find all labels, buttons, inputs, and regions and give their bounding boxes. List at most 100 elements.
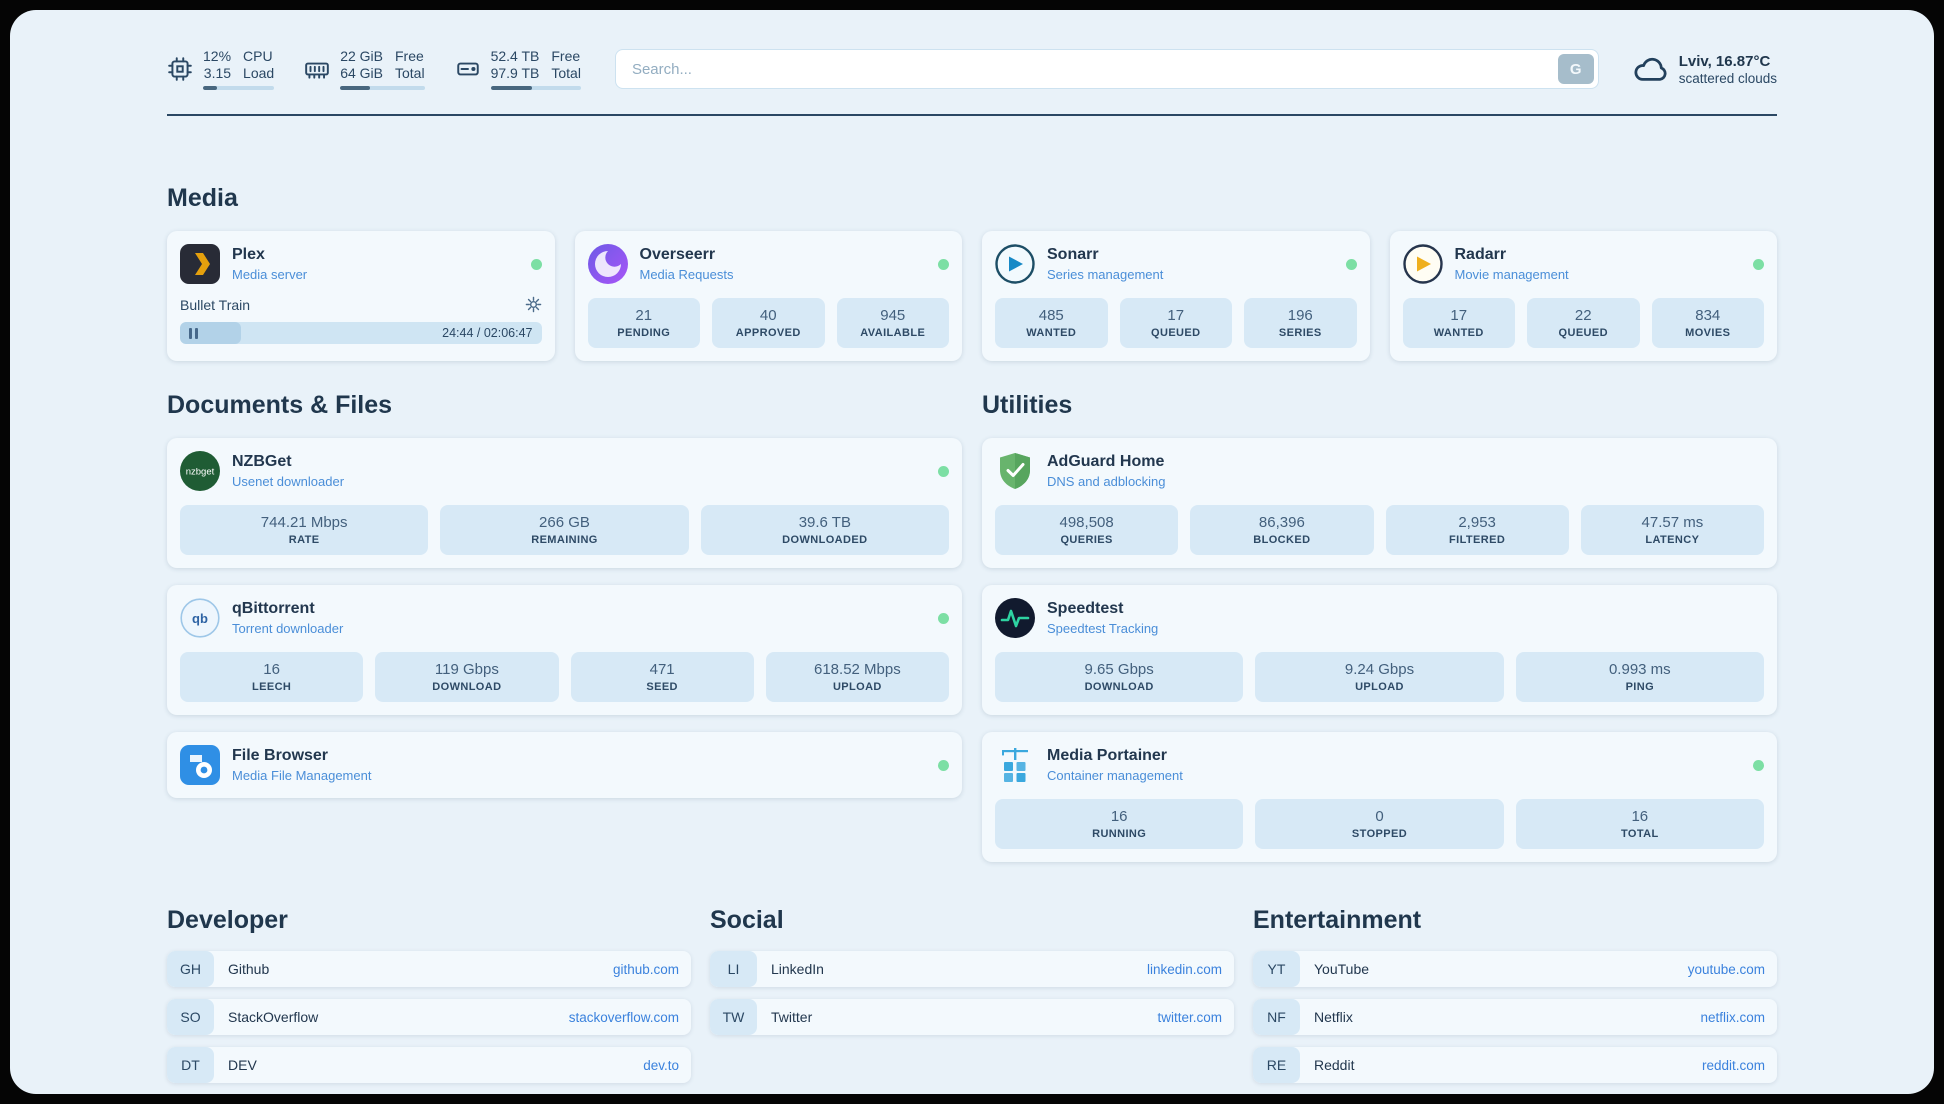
nzbget-stat-remaining: 266 GB REMAINING [440,505,689,555]
service-card-nzbget[interactable]: nzbget NZBGet Usenet downloader 744.21 M… [167,438,962,568]
bookmark-abbr: YT [1253,951,1300,987]
middle-columns: Documents & Files nzbget NZBGet Usenet d… [167,361,1777,862]
adguard-stat-queries: 498,508 QUERIES [995,505,1179,555]
stat-value: 471 [649,661,675,678]
bookmark-youtube[interactable]: YT YouTube youtube.com [1253,951,1777,987]
cpu-progress-fill [203,86,218,90]
search-bar: G [614,49,1599,89]
service-card-overseerr[interactable]: Overseerr Media Requests 21 PENDING 40 A… [574,231,962,361]
service-description: Movie management [1454,267,1569,282]
cpu-widget-body: 12% CPU 3.15 Load [203,48,275,90]
filebrowser-meta: File Browser Media File Management [232,747,371,783]
cpu-icon [167,56,193,82]
status-online-dot [1345,258,1357,270]
qbittorrent-meta: qBittorrent Torrent downloader [232,600,343,636]
stat-value: 21 [635,307,653,324]
qbittorrent-icon-text: qb [192,611,208,626]
search-provider-button[interactable]: G [1557,54,1594,84]
content-container: 12% CPU 3.15 Load [10,10,1934,1094]
overseerr-meta: Overseerr Media Requests [640,246,734,282]
stat-label: APPROVED [735,327,801,339]
stat-value: 40 [759,307,777,324]
stat-value: 39.6 TB [798,514,851,531]
overseerr-stats: 21 PENDING 40 APPROVED 945 AVAILABLE [587,298,949,348]
service-card-sonarr[interactable]: Sonarr Series management 485 WANTED 17 Q… [982,231,1370,361]
portainer-card-head: Media Portainer Container management [995,745,1764,785]
bookmark-twitter[interactable]: TW Twitter twitter.com [710,999,1234,1035]
plex-icon [180,244,220,284]
plex-meta: Plex Media server [232,246,307,282]
plex-card-head: Plex Media server [180,244,542,284]
disk-widget-body: 52.4 TB Free 97.9 TB Total [490,48,581,90]
portainer-stats: 16 RUNNING 0 STOPPED 16 TOTAL [995,799,1764,849]
radarr-stats: 17 WANTED 22 QUEUED 834 MOVIES [1402,298,1764,348]
service-description: Media server [232,267,308,282]
stat-label: SERIES [1278,327,1322,339]
bookmark-domain: dev.to [643,1057,679,1073]
overseerr-icon [587,244,628,284]
bookmark-domain: github.com [612,961,679,977]
pause-icon[interactable] [189,327,192,339]
stat-label: BLOCKED [1253,534,1311,546]
service-description: DNS and adblocking [1047,474,1166,489]
service-card-filebrowser[interactable]: File Browser Media File Management [167,732,962,798]
bookmark-linkedin[interactable]: LI LinkedIn linkedin.com [710,951,1234,987]
bookmark-domain: reddit.com [1701,1057,1765,1073]
section-utilities: Utilities AdGuard Home DNS and adblockin… [982,361,1777,862]
adguard-stat-latency: 47.57 ms LATENCY [1580,505,1764,555]
bookmark-name: StackOverflow [228,1009,319,1025]
bookmark-domain: youtube.com [1687,961,1765,977]
service-card-radarr[interactable]: Radarr Movie management 17 WANTED 22 QUE… [1389,231,1777,361]
adguard-meta: AdGuard Home DNS and adblocking [1047,453,1166,489]
bookmark-reddit[interactable]: RE Reddit reddit.com [1253,1047,1777,1083]
utilities-card-stack: AdGuard Home DNS and adblocking 498,508 … [982,438,1777,862]
bookmark-abbr: RE [1253,1047,1300,1083]
bookmark-dev[interactable]: DT DEV dev.to [167,1047,691,1083]
radarr-stat-movies: 834 MOVIES [1651,298,1764,348]
bookmark-github[interactable]: GH Github github.com [167,951,691,987]
service-card-qbittorrent[interactable]: qb qBittorrent Torrent downloader 16 [167,585,962,715]
bookmark-stackoverflow[interactable]: SO StackOverflow stackoverflow.com [167,999,691,1035]
bookmark-netflix[interactable]: NF Netflix netflix.com [1253,999,1777,1035]
pause-icon[interactable] [195,327,198,339]
status-online-dot [1753,258,1764,270]
section-title-social: Social [710,906,784,934]
speedtest-icon [995,598,1035,638]
portainer-stat-stopped: 0 STOPPED [1255,799,1504,849]
search-input[interactable] [614,49,1599,89]
weather-location: Lviv, 16.87°C [1678,52,1771,70]
dashboard-page: 12% CPU 3.15 Load [10,10,1934,1094]
gear-icon[interactable] [525,296,542,313]
portainer-stat-running: 16 RUNNING [995,799,1244,849]
qbittorrent-card-head: qb qBittorrent Torrent downloader [180,598,949,638]
service-name: Speedtest [1047,600,1124,617]
service-card-adguard[interactable]: AdGuard Home DNS and adblocking 498,508 … [982,438,1777,568]
section-title-developer: Developer [167,906,288,934]
cpu-label: CPU [243,48,273,64]
service-card-plex[interactable]: Plex Media server Bullet Train [167,231,555,361]
stat-value: 16 [1631,808,1649,825]
service-description: Torrent downloader [232,621,344,636]
service-name: File Browser [232,747,329,764]
nzbget-icon-text: nzbget [186,467,215,478]
service-card-portainer[interactable]: Media Portainer Container management 16 … [982,732,1777,862]
status-online-dot [1753,759,1764,771]
disk-free-value: 52.4 TB [490,48,540,64]
service-card-speedtest[interactable]: Speedtest Speedtest Tracking 9.65 Gbps D… [982,585,1777,715]
memory-progress-bar [340,86,425,90]
playback-progress-bar[interactable]: 24:44 / 02:06:47 [180,322,542,344]
weather-widget: Lviv, 16.87°C scattered clouds [1633,53,1777,86]
stat-value: 119 Gbps [434,661,499,678]
media-card-grid: Plex Media server Bullet Train [167,231,1777,361]
adguard-stats: 498,508 QUERIES 86,396 BLOCKED 2,953 FIL… [995,505,1764,555]
service-name: Sonarr [1047,246,1099,263]
portainer-meta: Media Portainer Container management [1047,747,1183,783]
stat-value: 47.57 ms [1641,514,1704,531]
sonarr-card-head: Sonarr Series management [995,244,1357,284]
memory-free-label: Free [395,48,424,64]
stat-label: WANTED [1433,327,1484,339]
stat-label: SEED [646,681,678,693]
stat-value: 86,396 [1258,514,1305,531]
stat-value: 9.24 Gbps [1344,661,1415,678]
sonarr-stat-series: 196 SERIES [1244,298,1357,348]
